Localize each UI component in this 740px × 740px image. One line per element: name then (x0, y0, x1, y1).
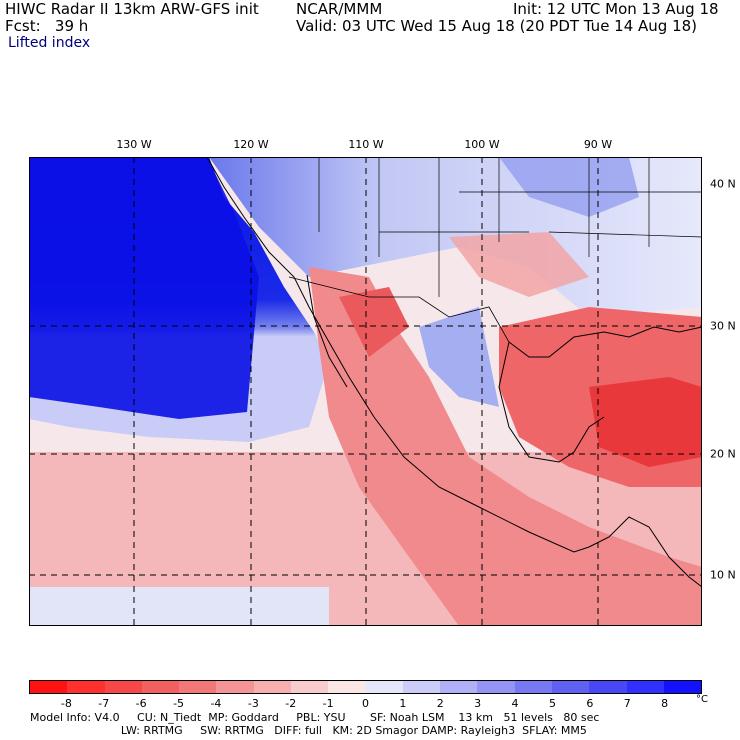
lifted-index-map (29, 157, 702, 626)
colorbar-swatch (30, 681, 68, 693)
colorbar-swatch (440, 681, 478, 693)
lon-label-100w: 100 W (464, 138, 500, 151)
colorbar-unit: °C (696, 694, 708, 705)
gulf-strong-unstable (589, 377, 702, 467)
pacific-core-stable (29, 157, 259, 419)
lon-label-90w: 90 W (583, 138, 613, 151)
colorbar-tick-label: 6 (586, 697, 594, 710)
lon-label-130w: 130 W (116, 138, 152, 151)
colorbar-tick-label: -1 (322, 697, 334, 710)
map-frame (29, 157, 702, 626)
texas-unstable (449, 232, 589, 297)
lat-label-30n: 30 N (710, 319, 736, 333)
state-borders (318, 157, 702, 297)
southern-stable-patch (29, 587, 329, 626)
colorbar-swatch (328, 681, 366, 693)
plains-stable-patch (499, 157, 639, 217)
colorbar-swatch (514, 681, 552, 693)
colorbar-tick-label: 0 (362, 697, 369, 710)
colorbar-tick-label: -2 (285, 697, 297, 710)
lat-label-20n: 20 N (710, 447, 736, 461)
mexico-gulf-coastline (498, 341, 605, 463)
colorbar-tick-label: -4 (210, 697, 222, 710)
colorbar-swatch (663, 681, 702, 693)
init-time: Init: 12 UTC Mon 13 Aug 18 (513, 0, 719, 18)
colorbar-swatch (626, 681, 664, 693)
colorbar-tick-label: 2 (436, 697, 444, 710)
valid-time: Valid: 03 UTC Wed 15 Aug 18 (20 PDT Tue … (296, 17, 698, 35)
model-title: HIWC Radar II 13km ARW-GFS init (5, 0, 259, 18)
gulf-coastline (508, 326, 702, 358)
colorbar-tick-label: 8 (661, 697, 669, 710)
lon-label-110w: 110 W (348, 138, 384, 151)
colorbar-swatch (141, 681, 180, 693)
colorbar-tick-label: 3 (474, 697, 482, 710)
colorbar-tick-label: 1 (399, 697, 407, 710)
colorbar-tick-label: 4 (511, 697, 519, 710)
sierra-unstable (339, 287, 409, 357)
colorbar-swatch (402, 681, 441, 693)
colorbar-tick-label: 7 (623, 697, 631, 710)
colorbar-swatch (477, 681, 515, 693)
us-mexico-border (288, 276, 510, 343)
colorbar-tick-label: -5 (173, 697, 185, 710)
lat-label-10n: 10 N (710, 568, 736, 582)
colorbar-tick-label: -7 (98, 697, 110, 710)
organization-label: NCAR/MMM (296, 0, 383, 18)
colorbar-tick-label: -8 (60, 697, 72, 710)
mexican-plateau-stable (419, 307, 499, 407)
colorbar-swatch (365, 681, 403, 693)
colorbar (29, 680, 702, 694)
colorbar-tick-label: 5 (548, 697, 556, 710)
colorbar-swatch (551, 681, 590, 693)
colorbar-swatch (290, 681, 329, 693)
colorbar-swatch (216, 681, 254, 693)
field-name: Lifted index (8, 35, 91, 51)
colorbar-tick-label: -6 (135, 697, 147, 710)
model-info-line1: Model Info: V4.0 CU: N_Tiedt MP: Goddard… (30, 711, 600, 724)
lon-label-120w: 120 W (233, 138, 269, 151)
colorbar-swatch (253, 681, 291, 693)
lat-label-40n: 40 N (710, 177, 736, 191)
colorbar-swatch (589, 681, 627, 693)
colorbar-tick-label: -3 (247, 697, 259, 710)
pacific-coastline (206, 157, 590, 553)
lat-lon-grid (29, 157, 702, 626)
colorbar-swatch (67, 681, 105, 693)
central-america-coastline (588, 516, 702, 588)
colorbar-swatch (104, 681, 142, 693)
baja-coastline (306, 274, 348, 388)
mexico-unstable-region (309, 267, 702, 626)
forecast-hour: Fcst: 39 h (5, 17, 89, 35)
colorbar-swatch (179, 681, 217, 693)
model-info-line2: LW: RRTMG SW: RRTMG DIFF: full KM: 2D Sm… (30, 724, 587, 737)
